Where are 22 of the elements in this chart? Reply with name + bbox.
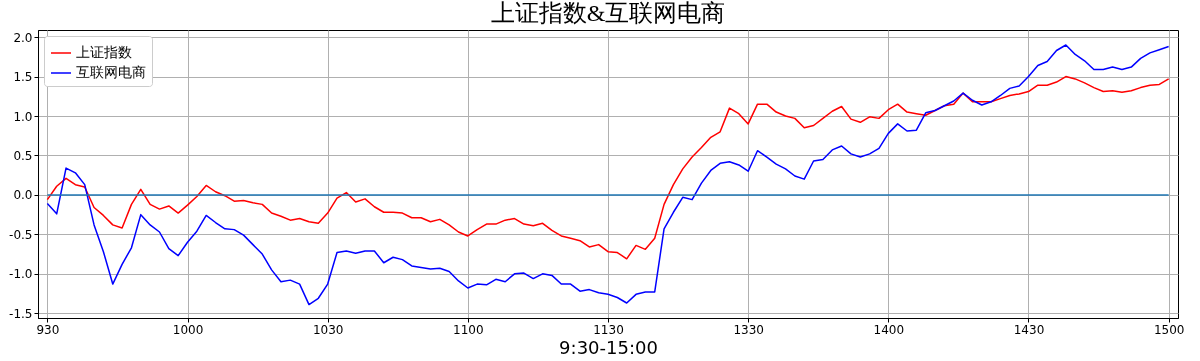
x-tick-label: 1130 — [593, 322, 624, 337]
legend-label: 上证指数 — [76, 44, 132, 60]
y-tick-label: 0.0 — [13, 188, 33, 203]
y-tick-label: 1.5 — [13, 70, 33, 85]
x-tick-label: 1500 — [1153, 322, 1185, 337]
y-tick-label: -1.0 — [9, 267, 33, 282]
y-tick-label: 0.5 — [13, 148, 33, 163]
x-tick-label: 1430 — [1013, 322, 1045, 337]
x-tick-label: 930 — [36, 322, 60, 337]
x-tick-label: 1100 — [453, 322, 484, 337]
x-tick-label: 1330 — [733, 322, 764, 337]
legend-label: 互联网电商 — [76, 64, 146, 80]
y-tick-label: 2.0 — [13, 30, 33, 45]
chart-title: 上证指数&互联网电商 — [490, 0, 726, 26]
y-tick-label: -1.5 — [9, 306, 33, 321]
x-tick-label: 1030 — [312, 322, 344, 337]
y-tick-label: -0.5 — [9, 227, 33, 242]
x-axis-title: 9:30-15:00 — [559, 336, 658, 358]
line-series — [46, 44, 1170, 306]
y-tick-label: 1.0 — [13, 109, 33, 124]
x-tick-label: 1000 — [172, 322, 204, 337]
x-tick-label: 1400 — [873, 322, 905, 337]
